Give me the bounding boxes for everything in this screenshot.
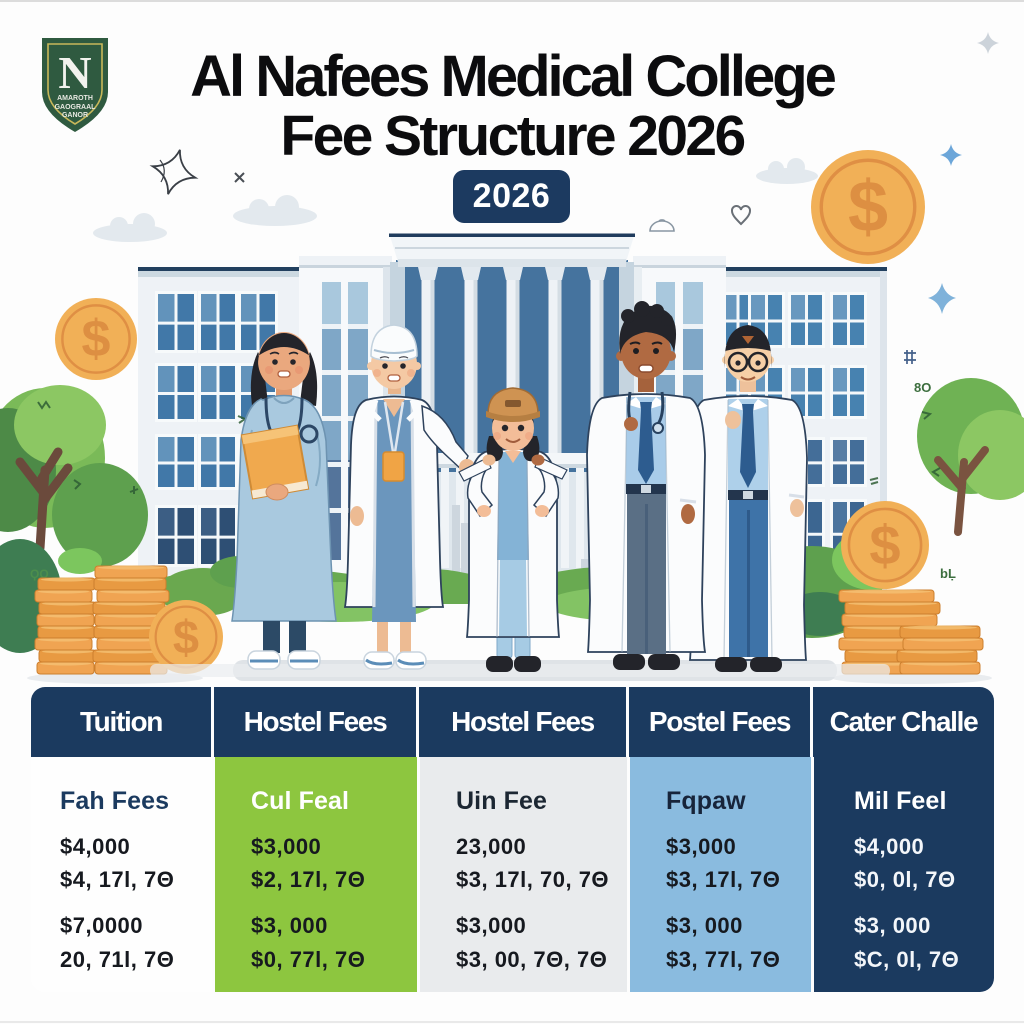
svg-text:GANOR: GANOR <box>62 112 88 119</box>
svg-text:$: $ <box>82 310 111 368</box>
svg-text:GAOGRAAL: GAOGRAAL <box>55 104 97 111</box>
svg-text:8O: 8O <box>914 380 931 395</box>
svg-text:$: $ <box>173 611 199 664</box>
svg-text:$: $ <box>869 514 900 577</box>
svg-text:bḶ: bḶ <box>940 566 956 581</box>
svg-text:AMAROTH: AMAROTH <box>57 95 93 102</box>
svg-text:N: N <box>58 47 91 98</box>
svg-text:$: $ <box>848 167 888 247</box>
